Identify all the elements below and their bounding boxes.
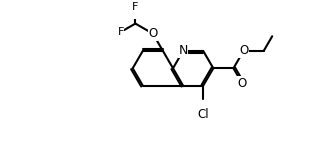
Text: F: F [132,2,139,12]
Text: O: O [239,44,248,58]
Text: Cl: Cl [197,108,209,121]
Text: O: O [237,77,247,90]
Text: F: F [117,27,124,37]
Text: N: N [179,44,188,58]
Text: O: O [148,27,157,40]
